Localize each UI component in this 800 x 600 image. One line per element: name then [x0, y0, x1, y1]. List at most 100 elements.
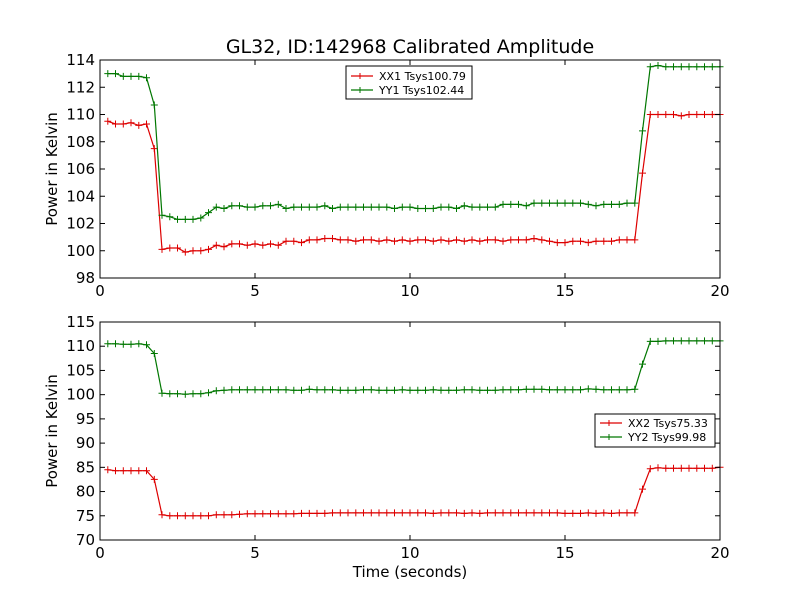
data-point-0-0-24 [290, 237, 298, 245]
data-point-0-1-36 [383, 203, 391, 211]
data-point-0-0-42 [429, 237, 437, 245]
x-tick-label-1-10: 10 [400, 544, 419, 562]
data-point-0-0-78 [708, 111, 716, 118]
data-point-1-1-51 [499, 386, 507, 394]
data-point-1-0-72 [662, 464, 670, 472]
data-point-0-0-10 [181, 248, 189, 256]
y-tick-label-0-102: 102 [66, 215, 95, 233]
data-point-0-0-70 [646, 111, 654, 118]
data-point-1-1-29 [329, 386, 336, 394]
y-tick-label-0-110: 110 [66, 106, 95, 124]
data-point-0-1-2 [119, 72, 127, 80]
data-point-0-0-41 [422, 236, 429, 244]
data-point-1-0-14 [212, 511, 220, 519]
data-point-0-0-49 [484, 236, 491, 244]
data-point-0-0-14 [212, 241, 220, 249]
data-point-1-0-30 [336, 509, 344, 517]
data-point-0-1-6 [150, 101, 158, 109]
data-point-1-0-36 [383, 509, 391, 517]
data-point-0-1-65 [608, 200, 615, 208]
legend-label-xx2: XX2 Tsys75.33 [628, 417, 708, 430]
data-point-0-1-77 [701, 63, 708, 71]
data-point-0-1-35 [375, 203, 383, 211]
data-point-1-0-51 [499, 509, 507, 517]
y-tick-label-1-90: 90 [76, 434, 95, 452]
data-point-1-0-16 [228, 511, 236, 519]
data-point-1-1-3 [127, 340, 135, 348]
data-point-0-0-72 [662, 111, 670, 118]
top-y-axis-label: Power in Kelvin [43, 112, 61, 226]
data-point-1-1-25 [298, 386, 305, 394]
data-point-0-1-40 [414, 205, 422, 212]
data-point-0-0-32 [352, 237, 360, 245]
data-point-0-1-27 [313, 203, 321, 211]
data-point-0-0-37 [391, 237, 398, 245]
data-point-1-1-6 [150, 350, 158, 357]
data-point-0-1-50 [491, 203, 499, 211]
x-tick-label-0-10: 10 [400, 282, 419, 300]
data-point-1-0-32 [352, 509, 360, 517]
data-point-0-0-45 [453, 236, 460, 244]
y-tick-label-1-95: 95 [76, 410, 95, 428]
data-point-0-1-29 [329, 205, 336, 212]
data-point-1-0-50 [491, 509, 499, 517]
top-plot-layer [104, 62, 724, 256]
data-point-1-0-34 [367, 509, 375, 517]
data-point-1-0-67 [623, 509, 631, 517]
data-point-1-1-23 [282, 386, 290, 394]
data-point-0-1-58 [553, 199, 561, 207]
y-tick-label-1-105: 105 [66, 361, 95, 379]
data-point-1-1-10 [181, 390, 189, 398]
data-point-0-1-13 [205, 209, 212, 217]
data-point-0-0-62 [584, 239, 592, 247]
data-point-1-1-46 [460, 386, 468, 394]
data-point-1-0-57 [546, 509, 553, 517]
data-point-0-0-63 [592, 237, 600, 245]
data-point-1-0-41 [422, 509, 429, 517]
data-point-0-0-64 [600, 237, 608, 245]
data-point-0-0-25 [298, 239, 305, 247]
data-point-1-0-21 [267, 510, 274, 518]
data-point-0-0-3 [127, 119, 135, 127]
data-point-0-0-71 [654, 111, 662, 118]
data-point-1-0-48 [476, 509, 484, 517]
data-point-1-1-16 [228, 386, 236, 394]
data-point-1-1-12 [197, 390, 205, 398]
data-point-0-1-63 [592, 202, 600, 210]
data-point-0-1-16 [228, 202, 236, 210]
data-point-1-1-43 [437, 386, 445, 394]
data-point-0-0-5 [143, 120, 150, 128]
data-point-1-0-2 [119, 467, 127, 475]
data-point-0-1-4 [135, 72, 143, 80]
data-point-0-0-0 [104, 117, 112, 125]
data-point-1-0-10 [181, 512, 189, 520]
data-point-1-0-77 [701, 464, 708, 472]
y-tick-label-0-114: 114 [66, 51, 95, 69]
data-point-1-0-47 [468, 509, 476, 517]
data-point-0-1-10 [181, 215, 189, 223]
data-point-1-0-38 [398, 509, 406, 517]
data-point-0-1-57 [546, 199, 553, 207]
data-point-1-1-31 [344, 386, 352, 394]
data-point-0-1-45 [453, 205, 460, 212]
data-point-0-0-76 [693, 111, 701, 118]
data-point-0-0-61 [577, 237, 584, 245]
data-point-1-0-33 [360, 509, 367, 517]
data-point-0-1-46 [460, 202, 468, 210]
data-point-1-0-68 [631, 509, 639, 517]
x-tick-label-1-5: 5 [250, 544, 260, 562]
data-point-1-1-11 [189, 390, 197, 398]
data-point-0-1-64 [600, 200, 608, 208]
data-point-0-1-66 [615, 200, 623, 208]
x-tick-label-1-20: 20 [710, 544, 729, 562]
data-point-0-1-70 [646, 63, 654, 71]
data-point-0-0-73 [670, 111, 677, 118]
data-point-1-0-46 [460, 509, 468, 517]
legend-entry-xx2: XX2 Tsys75.33 [600, 417, 708, 430]
data-point-1-1-73 [670, 337, 677, 345]
y-tick-label-1-75: 75 [76, 507, 95, 525]
data-point-1-0-60 [569, 509, 577, 517]
data-point-1-0-27 [313, 509, 321, 517]
data-point-0-1-18 [243, 203, 251, 211]
data-point-0-1-8 [166, 213, 174, 221]
